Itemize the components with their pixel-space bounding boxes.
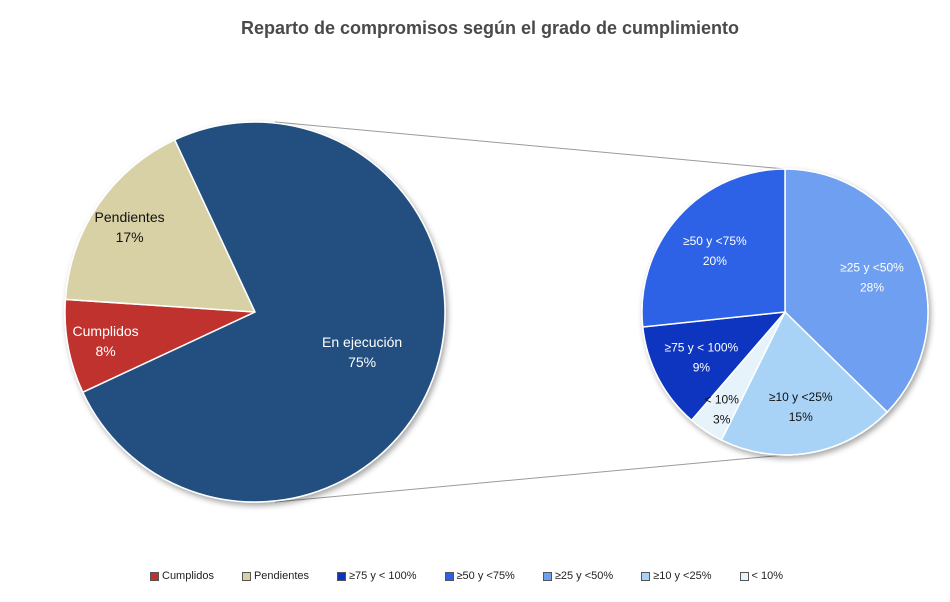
chart-title: Reparto de compromisos según el grado de… — [240, 18, 740, 38]
legend-item-10: < 10% — [739, 570, 784, 582]
secondary-slice-10-y-25 — [720, 310, 889, 456]
legend-item-50-y-75: ≥50 y <75% — [444, 570, 515, 582]
legend-swatch — [150, 571, 159, 581]
main-en-ejecuci-n-value-label: 75% — [348, 354, 376, 370]
legend-swatch — [444, 571, 454, 581]
secondary-25-y-50-value-label: 28% — [860, 280, 884, 294]
legend-item-75-y-100: ≥75 y < 100% — [337, 570, 417, 582]
secondary-slice-50-y-75 — [641, 168, 786, 328]
main-en-ejecuci-n-label: En ejecución — [322, 334, 402, 350]
legend-label: ≥25 y <50% — [554, 570, 614, 582]
main-slice-en-ejecuci-n — [81, 121, 446, 503]
secondary-slice-25-y-50 — [784, 168, 929, 414]
legend-label: < 10% — [751, 570, 784, 582]
secondary-10-value-label: 3% — [713, 412, 731, 426]
connector-bottom-line — [274, 454, 786, 503]
legend-swatch — [241, 571, 251, 581]
legend-item-pendientes: Pendientes — [241, 570, 310, 582]
secondary-slice-75-y-100 — [641, 311, 787, 422]
main-slice-pendientes — [64, 138, 257, 313]
main-cumplidos-value-label: 8% — [95, 343, 115, 359]
secondary-75-y-100-value-label: 9% — [693, 361, 711, 375]
main-slice-cumplidos — [64, 298, 256, 394]
connector-top-line — [274, 121, 786, 170]
legend-item-10-y-25: ≥10 y <25% — [641, 570, 712, 582]
legend-swatch — [542, 571, 552, 581]
secondary-50-y-75-value-label: 20% — [703, 254, 727, 268]
main-pendientes-value-label: 17% — [116, 229, 144, 245]
legend-label: ≥75 y < 100% — [349, 570, 417, 582]
secondary-10-label: < 10% — [705, 392, 740, 406]
secondary-25-y-50-label: ≥25 y <50% — [840, 260, 904, 274]
legend-label: ≥10 y <25% — [653, 570, 712, 582]
secondary-10-y-25-value-label: 15% — [789, 410, 813, 424]
legend-swatch — [337, 571, 347, 581]
legend-label: Cumplidos — [162, 570, 214, 582]
secondary-75-y-100-label: ≥75 y < 100% — [665, 341, 739, 355]
legend-item-25-y-50: ≥25 y <50% — [542, 570, 614, 582]
legend-swatch — [641, 571, 651, 581]
main-cumplidos-label: Cumplidos — [73, 323, 139, 339]
legend-label: ≥50 y <75% — [456, 570, 515, 582]
legend-swatch — [739, 571, 749, 581]
chart-legend: Cumplidos Pendientes ≥75 y < 100% ≥50 y <75… — [150, 567, 930, 585]
secondary-50-y-75-label: ≥50 y <75% — [683, 234, 747, 248]
main-pendientes-label: Pendientes — [95, 209, 165, 225]
legend-item-cumplidos: Cumplidos — [150, 570, 214, 582]
secondary-10-y-25-label: ≥10 y <25% — [769, 390, 833, 404]
legend-label: Pendientes — [253, 570, 310, 582]
